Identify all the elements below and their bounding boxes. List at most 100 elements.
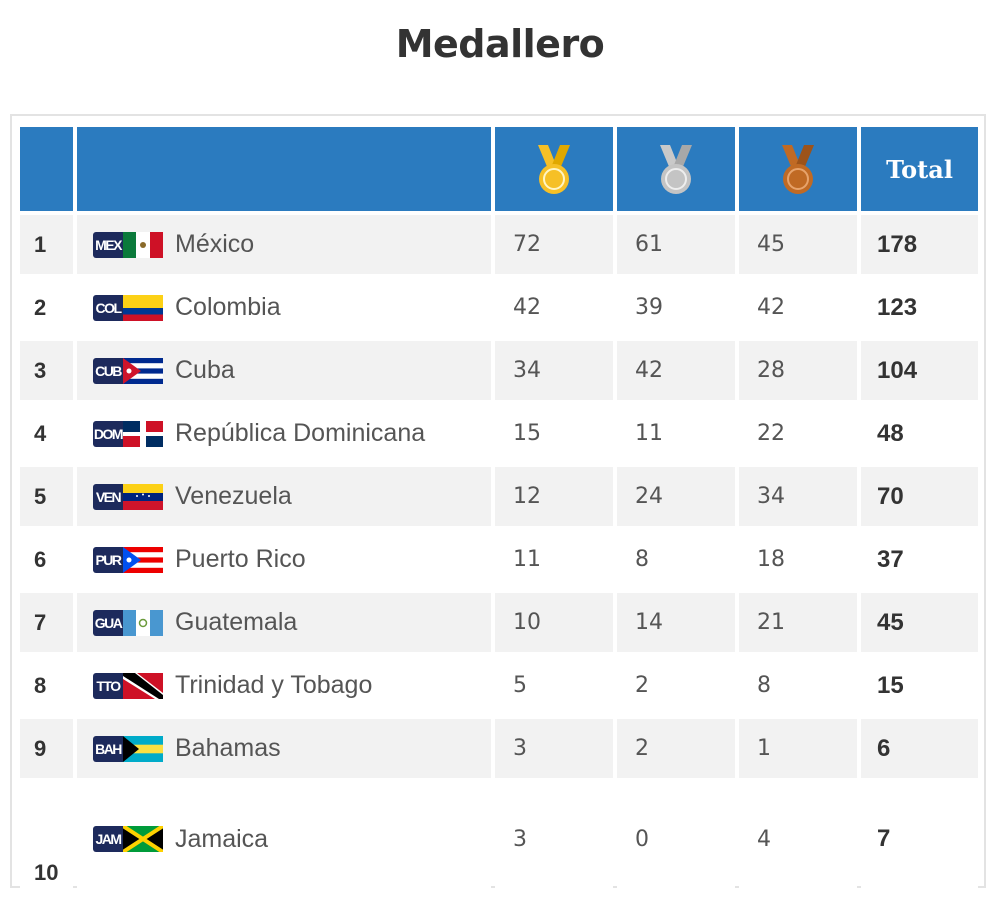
total-count: 37 bbox=[861, 530, 978, 589]
country-code: JAM bbox=[93, 826, 123, 852]
table-row: 2 COL Colombia 42 39 42 123 bbox=[20, 278, 978, 337]
country-cell: GUA Guatemala bbox=[77, 593, 491, 652]
silver-medal-icon bbox=[660, 145, 692, 194]
flag-cub-icon: CUB bbox=[93, 357, 163, 384]
table-row: 3 CUB Cuba 34 42 28 104 bbox=[20, 341, 978, 400]
flag-jam-icon: JAM bbox=[93, 826, 163, 852]
silver-count: 2 bbox=[617, 656, 735, 715]
bronze-count: 42 bbox=[739, 278, 857, 337]
country-name: Cuba bbox=[175, 356, 235, 384]
total-count: 6 bbox=[861, 719, 978, 778]
rank-cell: 7 bbox=[20, 593, 73, 652]
country-code: DOM bbox=[93, 420, 124, 447]
silver-count: 0 bbox=[617, 782, 735, 896]
country-code: GUA bbox=[93, 609, 123, 636]
country-header bbox=[77, 127, 491, 211]
bronze-count: 1 bbox=[739, 719, 857, 778]
bronze-count: 18 bbox=[739, 530, 857, 589]
bronze-medal-icon bbox=[782, 145, 814, 194]
total-count: 70 bbox=[861, 467, 978, 526]
flag-col-icon: COL bbox=[93, 294, 163, 321]
flag-ven-icon: VEN bbox=[93, 483, 163, 510]
country-code: VEN bbox=[93, 483, 123, 510]
total-count: 123 bbox=[861, 278, 978, 337]
flag-gua-icon: GUA bbox=[93, 609, 163, 636]
country-cell: PUR Puerto Rico bbox=[77, 530, 491, 589]
flag-mex-icon: MEX bbox=[93, 231, 163, 258]
total-count: 45 bbox=[861, 593, 978, 652]
total-count: 104 bbox=[861, 341, 978, 400]
rank-cell: 8 bbox=[20, 656, 73, 715]
silver-count: 24 bbox=[617, 467, 735, 526]
country-cell: JAM Jamaica bbox=[77, 782, 491, 896]
medal-table: Total 1 MEX México 72 61 45 178 2 COL bbox=[16, 123, 982, 900]
silver-header bbox=[617, 127, 735, 211]
table-row: 4 DOM República Dominicana 15 11 22 48 bbox=[20, 404, 978, 463]
silver-count: 42 bbox=[617, 341, 735, 400]
bronze-count: 45 bbox=[739, 215, 857, 274]
table-row: 5 VEN Venezuela 12 24 34 70 bbox=[20, 467, 978, 526]
bronze-count: 4 bbox=[739, 782, 857, 896]
total-count: 15 bbox=[861, 656, 978, 715]
total-header: Total bbox=[861, 127, 978, 211]
country-name: Puerto Rico bbox=[175, 545, 306, 573]
country-code: PUR bbox=[93, 546, 123, 573]
gold-count: 3 bbox=[495, 782, 613, 896]
gold-medal-icon bbox=[538, 145, 570, 194]
country-name: República Dominicana bbox=[175, 419, 426, 447]
total-count: 48 bbox=[861, 404, 978, 463]
country-cell: VEN Venezuela bbox=[77, 467, 491, 526]
flag-pur-icon: PUR bbox=[93, 546, 163, 573]
gold-count: 72 bbox=[495, 215, 613, 274]
bronze-count: 22 bbox=[739, 404, 857, 463]
gold-count: 10 bbox=[495, 593, 613, 652]
flag-bah-icon: BAH bbox=[93, 735, 163, 762]
rank-cell: 10 bbox=[20, 782, 73, 896]
table-row: 6 PUR Puerto Rico 11 8 18 37 bbox=[20, 530, 978, 589]
rank-cell: 2 bbox=[20, 278, 73, 337]
bronze-count: 8 bbox=[739, 656, 857, 715]
table-row: 7 GUA Guatemala 10 14 21 45 bbox=[20, 593, 978, 652]
rank-cell: 9 bbox=[20, 719, 73, 778]
gold-header bbox=[495, 127, 613, 211]
silver-count: 61 bbox=[617, 215, 735, 274]
country-cell: DOM República Dominicana bbox=[77, 404, 491, 463]
country-cell: COL Colombia bbox=[77, 278, 491, 337]
rank-cell: 6 bbox=[20, 530, 73, 589]
table-row: 9 BAH Bahamas 3 2 1 6 bbox=[20, 719, 978, 778]
table-row: 10 JAM Jamaica 3 0 4 7 bbox=[20, 782, 978, 896]
gold-count: 34 bbox=[495, 341, 613, 400]
country-cell: CUB Cuba bbox=[77, 341, 491, 400]
table-row: 8 TTO Trinidad y Tobago 5 2 8 15 bbox=[20, 656, 978, 715]
country-cell: BAH Bahamas bbox=[77, 719, 491, 778]
table-header-row: Total bbox=[20, 127, 978, 211]
rank-header bbox=[20, 127, 73, 211]
bronze-count: 34 bbox=[739, 467, 857, 526]
country-code: CUB bbox=[93, 357, 123, 384]
country-name: México bbox=[175, 230, 255, 258]
silver-count: 11 bbox=[617, 404, 735, 463]
country-code: MEX bbox=[93, 231, 123, 258]
country-code: TTO bbox=[93, 672, 123, 699]
country-name: Jamaica bbox=[175, 824, 269, 853]
country-code: BAH bbox=[93, 735, 123, 762]
silver-count: 2 bbox=[617, 719, 735, 778]
gold-count: 11 bbox=[495, 530, 613, 589]
gold-count: 12 bbox=[495, 467, 613, 526]
country-cell: MEX México bbox=[77, 215, 491, 274]
rank-cell: 5 bbox=[20, 467, 73, 526]
silver-count: 14 bbox=[617, 593, 735, 652]
country-name: Bahamas bbox=[175, 734, 281, 762]
rank-cell: 3 bbox=[20, 341, 73, 400]
bronze-count: 21 bbox=[739, 593, 857, 652]
page-title: Medallero bbox=[395, 22, 605, 66]
country-code: COL bbox=[93, 294, 123, 321]
country-name: Venezuela bbox=[175, 482, 292, 510]
gold-count: 15 bbox=[495, 404, 613, 463]
country-name: Trinidad y Tobago bbox=[175, 671, 373, 699]
country-name: Guatemala bbox=[175, 608, 298, 636]
rank-cell: 4 bbox=[20, 404, 73, 463]
total-count: 178 bbox=[861, 215, 978, 274]
bronze-header bbox=[739, 127, 857, 211]
flag-dom-icon: DOM bbox=[93, 420, 163, 447]
